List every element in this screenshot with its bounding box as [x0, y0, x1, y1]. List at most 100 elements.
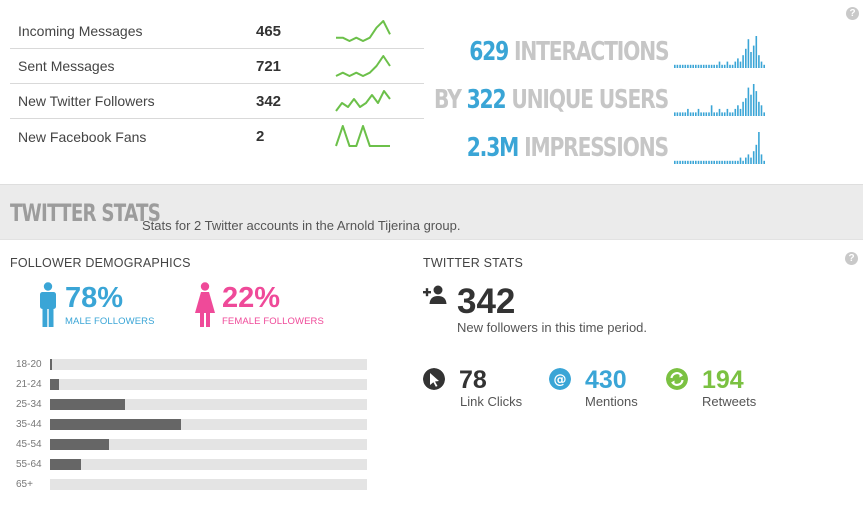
mini-bar: [737, 58, 739, 68]
section-header: TWITTER STATS Stats for 2 Twitter accoun…: [0, 184, 863, 240]
mini-bar: [718, 160, 721, 164]
metric-sparkline: [335, 125, 390, 147]
metric-row-incoming[interactable]: Incoming Messages 465: [10, 14, 424, 49]
mini-bar: [674, 64, 676, 68]
female-caption: FEMALE FOLLOWERS: [222, 316, 324, 327]
new-followers-count: 342: [457, 282, 516, 321]
mini-bar: [713, 160, 715, 164]
mini-bar: [742, 55, 744, 68]
mini-bar: [731, 112, 734, 116]
metric-value: 2: [256, 128, 265, 145]
retweet-icon: [666, 368, 688, 390]
mini-bar: [705, 112, 708, 116]
big-stat-impressions: 2.3M IMPRESSIONS: [450, 124, 780, 172]
mini-bar: [723, 160, 726, 164]
big-stat-prefix: BY: [433, 85, 467, 115]
demographics-title: FOLLOWER DEMOGRAPHICS: [10, 256, 191, 270]
metric-label: New Facebook Fans: [18, 128, 147, 145]
mini-bar: [705, 160, 708, 164]
age-row: 35-44: [16, 414, 368, 434]
mini-bar: [681, 112, 684, 116]
mini-bar: [708, 64, 710, 68]
mini-bar: [684, 160, 687, 164]
age-row: 55-64: [16, 454, 368, 474]
mini-bar: [679, 160, 681, 164]
mini-bar: [742, 101, 744, 116]
metric-row-sent[interactable]: Sent Messages 721: [10, 49, 424, 84]
help-icon[interactable]: ?: [846, 7, 859, 20]
big-stat-interactions: 629 INTERACTIONS: [450, 28, 780, 76]
mini-bar: [763, 64, 765, 68]
mini-bar: [708, 112, 710, 116]
big-stat-number: 629: [468, 37, 509, 67]
mini-bar: [708, 160, 710, 164]
female-stat: 22% FEMALE FOLLOWERS: [194, 282, 324, 328]
age-bar-track: [50, 418, 367, 430]
metric-sparkline: [336, 20, 391, 42]
mini-bar: [689, 112, 692, 116]
mini-bar: [700, 64, 702, 68]
help-icon[interactable]: ?: [845, 252, 858, 265]
link-clicks-value: 78: [459, 366, 487, 394]
mini-bar: [760, 154, 763, 164]
mini-bar: [697, 64, 700, 68]
sparkline-path: [336, 20, 391, 42]
mini-bar: [676, 112, 679, 116]
age-bar-fill: [50, 398, 125, 410]
mini-bar: [742, 160, 744, 164]
sparkline-path: [335, 125, 390, 147]
mini-bar: [716, 160, 718, 164]
age-bar-track: [50, 438, 367, 450]
metric-row-twitter-followers[interactable]: New Twitter Followers 342: [10, 84, 424, 119]
big-stat-number: 322: [466, 85, 507, 115]
mini-bar: [737, 160, 739, 164]
mini-bar: [689, 160, 692, 164]
age-bar-track: [50, 458, 367, 470]
mini-bar: [695, 160, 697, 164]
mini-bar: [760, 105, 763, 116]
big-stat-text: 629 INTERACTIONS: [468, 37, 669, 67]
mini-bar: [692, 160, 694, 164]
big-stat-text: BY 322 UNIQUE USERS: [433, 85, 669, 115]
mini-bar: [752, 84, 755, 116]
male-stat: 78% MALE FOLLOWERS: [37, 282, 155, 328]
age-label: 35-44: [16, 418, 42, 430]
svg-text:@: @: [554, 373, 567, 388]
mini-bar: [729, 112, 731, 116]
age-label: 55-64: [16, 458, 42, 470]
mini-bar: [687, 108, 689, 116]
female-percent: 22%: [222, 282, 281, 314]
age-label: 45-54: [16, 438, 42, 450]
age-label: 65+: [16, 478, 33, 490]
mini-bar: [750, 52, 752, 68]
mentions-label: Mentions: [585, 394, 638, 409]
mini-bar: [734, 61, 737, 68]
mini-bar: [745, 98, 747, 116]
mini-bar: [674, 112, 676, 116]
mini-bar: [710, 105, 713, 116]
mini-bar: [726, 160, 729, 164]
metric-label: New Twitter Followers: [18, 93, 155, 109]
age-bar-track: [50, 378, 367, 390]
mini-bar: [689, 64, 692, 68]
metric-row-facebook-fans[interactable]: New Facebook Fans 2: [10, 119, 424, 154]
mini-bar: [726, 61, 729, 68]
metric-sparkline: [335, 55, 391, 77]
age-bar-fill: [50, 378, 59, 390]
metric-value: 465: [256, 22, 282, 40]
mini-bar: [700, 160, 702, 164]
mini-bar: [710, 64, 713, 68]
sparkline-path: [335, 90, 391, 112]
mini-bar: [731, 160, 734, 164]
age-label: 21-24: [16, 378, 42, 390]
mini-bar: [739, 108, 742, 116]
age-label: 18-20: [16, 358, 42, 370]
mini-bar: [684, 64, 687, 68]
mini-bar: [684, 112, 687, 116]
mini-bar: [721, 64, 723, 68]
mini-bar: [679, 64, 681, 68]
mini-bar: [702, 112, 705, 116]
mini-bar: [755, 144, 758, 164]
mini-bar: [739, 61, 742, 68]
mini-bar: [695, 112, 697, 116]
